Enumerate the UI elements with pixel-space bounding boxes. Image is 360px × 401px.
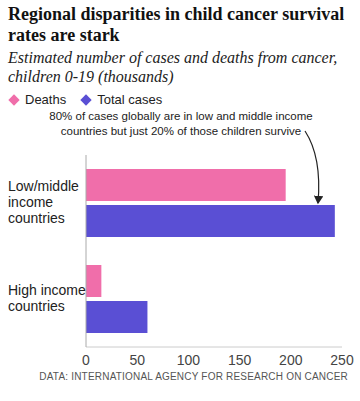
html-text:80% of cases globally are in l: 80% of cases globally are in low and mid… — [49, 110, 313, 137]
svg-text:Low/middleincomecountries: Low/middleincomecountries — [8, 178, 79, 226]
svg-text:100: 100 — [177, 352, 201, 368]
svg-text:250: 250 — [330, 352, 352, 368]
svg-text:0: 0 — [82, 352, 90, 368]
svg-text:50: 50 — [129, 352, 145, 368]
svg-text:150: 150 — [228, 352, 252, 368]
html-text:Estimated number of cases and: Estimated number of cases and deaths fro… — [8, 49, 338, 85]
html-text:Regional disparities in child: Regional disparities in child cancer sur… — [8, 4, 345, 45]
svg-text:200: 200 — [279, 352, 303, 368]
html-text:Deaths: Deaths — [25, 92, 67, 107]
svg-text:High incomecountries: High incomecountries — [8, 282, 86, 314]
html-text:DATA: INTERNATIONAL AGENCY FOR: DATA: INTERNATIONAL AGENCY FOR RESEARCH … — [39, 371, 348, 382]
html-text:Total cases: Total cases — [97, 92, 163, 107]
